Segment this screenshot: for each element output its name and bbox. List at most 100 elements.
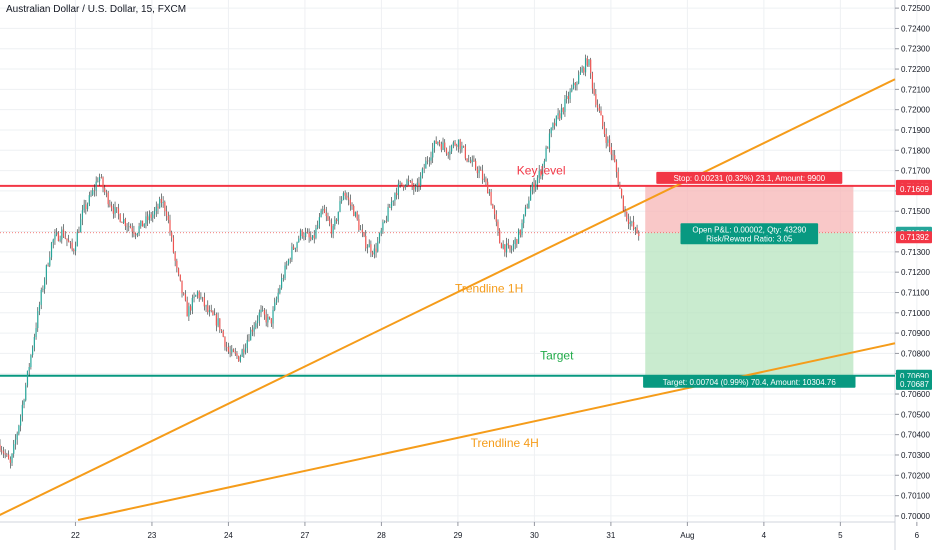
target-zone: [645, 232, 854, 376]
candle-body: [246, 340, 248, 349]
candle: [624, 206, 626, 217]
candle-body: [433, 140, 436, 149]
target-box-text: Target: 0.00704 (0.99%) 70.4, Amount: 10…: [663, 378, 837, 387]
candle: [423, 163, 425, 174]
candle: [147, 211, 149, 227]
candle: [66, 238, 68, 247]
candle-body: [42, 288, 44, 291]
candle: [26, 370, 29, 388]
candle: [516, 238, 518, 248]
candle: [612, 150, 614, 161]
candle-body: [382, 222, 384, 231]
candle-body: [241, 349, 243, 357]
candle-body: [504, 244, 506, 253]
candle: [631, 220, 633, 227]
candle: [581, 65, 583, 73]
candle: [356, 210, 358, 221]
candle: [593, 82, 595, 96]
candle: [250, 327, 252, 341]
candle-body: [540, 170, 542, 177]
candle: [428, 157, 430, 167]
candle-body: [535, 183, 537, 190]
candle-body: [140, 220, 142, 227]
candle: [308, 228, 310, 243]
candle-body: [232, 349, 235, 352]
candle: [560, 103, 563, 120]
candle-body: [392, 200, 394, 203]
candle: [281, 273, 283, 290]
candle: [373, 244, 375, 259]
candle-body: [468, 160, 470, 162]
candle-body: [262, 310, 264, 311]
candle-body: [107, 192, 109, 205]
candle-body: [596, 104, 599, 108]
candle: [562, 107, 564, 115]
candle-body: [354, 212, 357, 217]
candle: [614, 149, 616, 163]
candle: [554, 118, 556, 130]
candle-body: [186, 300, 188, 317]
candle: [339, 196, 341, 213]
candle-body: [38, 304, 41, 311]
candle-body: [344, 192, 346, 196]
candle: [619, 181, 621, 190]
candle: [509, 244, 511, 253]
candle-body: [576, 83, 578, 86]
candle-body: [329, 219, 331, 224]
candle: [545, 145, 547, 162]
candle-body: [171, 232, 173, 238]
candle: [459, 138, 461, 154]
candle-body: [341, 199, 343, 202]
y-tick-label: 0.70400: [901, 431, 930, 440]
candle-body: [617, 171, 619, 185]
candle: [61, 226, 63, 244]
candle-body: [4, 453, 6, 455]
candle: [416, 178, 418, 192]
candle-body: [529, 190, 532, 201]
candle: [282, 274, 284, 282]
candle-body: [298, 238, 300, 243]
y-tick-label: 0.72100: [901, 85, 930, 94]
candle-body: [464, 146, 466, 159]
candle: [445, 147, 448, 156]
candle-body: [473, 159, 475, 162]
candle: [205, 304, 207, 313]
y-tick-label: 0.71100: [901, 288, 930, 297]
candle-body: [207, 305, 209, 313]
candle-body: [301, 230, 303, 237]
candle-body: [100, 176, 102, 178]
candle-body: [353, 206, 355, 217]
candle: [208, 305, 211, 317]
candle: [198, 290, 200, 302]
candle: [567, 91, 569, 104]
candle-body: [57, 232, 59, 241]
candle: [596, 99, 599, 112]
price-label: 0.71392: [896, 231, 932, 244]
candle: [377, 237, 379, 253]
candle: [310, 231, 312, 242]
candle: [33, 333, 35, 352]
candle-body: [320, 210, 322, 218]
candle-body: [231, 349, 233, 353]
candle-body: [600, 110, 602, 116]
candle-body: [457, 139, 460, 147]
candle-body: [588, 59, 590, 66]
candle: [20, 414, 22, 432]
candle-body: [196, 291, 199, 296]
candle: [119, 213, 121, 223]
candle-body: [310, 237, 312, 240]
candle-body: [610, 147, 612, 155]
candle: [440, 141, 442, 153]
candle-body: [102, 177, 104, 189]
target-label: Target: [540, 349, 574, 363]
candle-body: [323, 209, 326, 213]
candle: [136, 232, 138, 238]
candle-body: [188, 306, 190, 317]
candle-body: [485, 178, 487, 182]
candle-body: [536, 177, 539, 184]
candle-body: [512, 244, 515, 249]
pnl-box-text: Risk/Reward Ratio: 3.05: [706, 234, 793, 243]
candle: [315, 224, 317, 240]
candle: [244, 343, 247, 355]
